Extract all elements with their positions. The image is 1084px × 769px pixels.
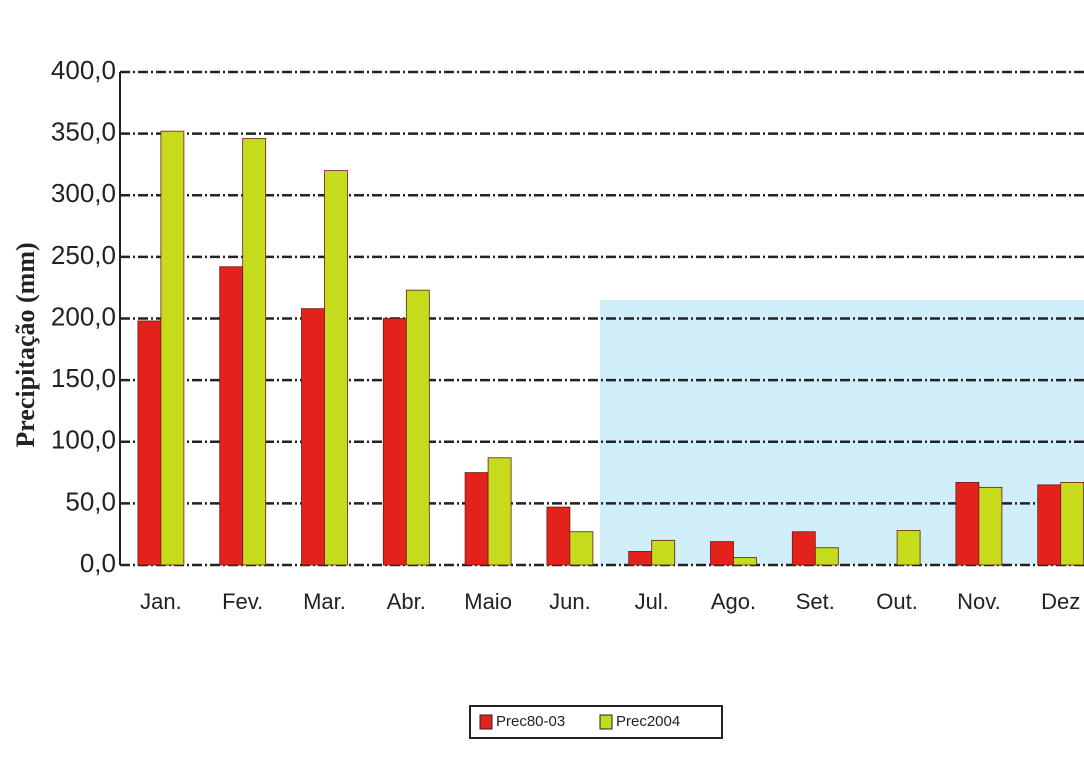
y-tick-label: 300,0 — [51, 178, 116, 208]
y-tick-label: 150,0 — [51, 363, 116, 393]
legend-swatch — [599, 714, 613, 730]
y-tick-label: 350,0 — [51, 117, 116, 147]
y-tick-label: 0,0 — [80, 548, 116, 578]
x-tick-label: Nov. — [957, 589, 1001, 614]
bar — [382, 318, 407, 566]
legend-swatch — [479, 714, 493, 730]
y-tick-label: 50,0 — [65, 486, 116, 516]
x-tick-label: Mar. — [303, 589, 346, 614]
y-axis-label: Precipitação (mm) — [11, 242, 40, 447]
bar — [301, 308, 325, 566]
bar — [242, 138, 267, 566]
y-tick-label: 200,0 — [51, 301, 116, 331]
background-tint — [600, 300, 1084, 565]
bar — [324, 170, 348, 566]
x-tick-label: Jun. — [549, 589, 591, 614]
bar — [896, 530, 921, 566]
x-tick-label: Set. — [796, 589, 835, 614]
x-tick-label: Abr. — [387, 589, 426, 614]
legend-box — [469, 705, 723, 739]
bar — [651, 539, 676, 566]
bar — [814, 547, 839, 566]
bar — [160, 130, 185, 566]
legend: Prec80-03 Prec2004 — [469, 705, 723, 739]
bar — [405, 289, 430, 566]
bar — [1060, 482, 1084, 566]
legend-label: Prec2004 — [616, 713, 680, 730]
x-tick-label: Fev. — [222, 589, 263, 614]
x-tick-label: Dez — [1041, 589, 1080, 614]
y-tick-label: 100,0 — [51, 425, 116, 455]
bar — [733, 557, 757, 566]
bar — [219, 266, 244, 566]
x-tick-label: Maio — [464, 589, 512, 614]
bar — [710, 541, 734, 566]
bar — [487, 457, 512, 566]
x-tick-label: Out. — [876, 589, 918, 614]
bar — [569, 531, 594, 566]
plot-area: 0,0 50,0 100,0 150,0 200,0 250,0 300,0 350,0 400… — [51, 55, 1084, 614]
bar — [464, 472, 489, 566]
x-tick-label: Jul. — [635, 589, 669, 614]
y-tick-label: 250,0 — [51, 240, 116, 270]
x-tick-label: Ago. — [711, 589, 756, 614]
bar — [978, 486, 1003, 566]
x-tick-label: Jan. — [140, 589, 182, 614]
bar — [137, 320, 162, 566]
bar — [1037, 484, 1062, 566]
bar — [791, 531, 816, 566]
y-tick-label: 400,0 — [51, 55, 116, 85]
bar — [955, 482, 980, 566]
legend-label: Prec80-03 — [496, 713, 565, 730]
bar — [546, 506, 571, 566]
bar — [628, 551, 653, 566]
